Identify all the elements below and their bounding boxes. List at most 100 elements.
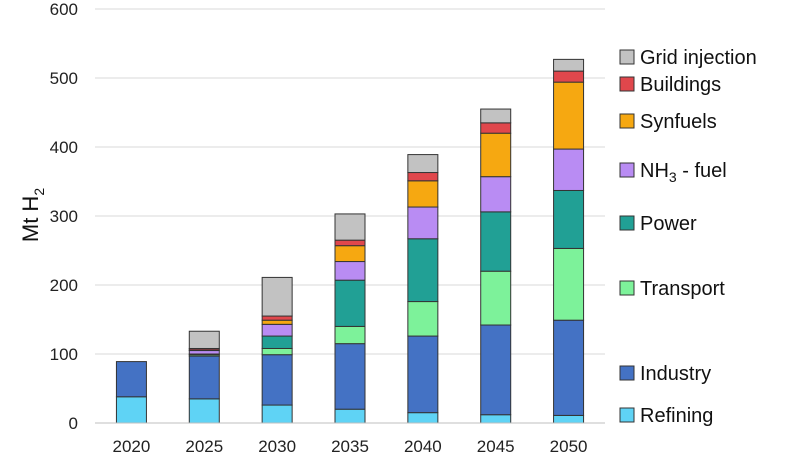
- legend-swatch-buildings: [619, 76, 635, 92]
- legend-label-text: Industry: [640, 363, 711, 385]
- legend-item-transport: Transport: [619, 278, 725, 300]
- bar-buildings-2040: [407, 172, 439, 182]
- legend-swatch-refining: [619, 407, 635, 423]
- x-tick-label: 2040: [404, 437, 442, 456]
- bar-synfuels-2035: [334, 245, 366, 263]
- bar-nh3-2030: [261, 323, 293, 337]
- legend-label-text: Grid injection: [640, 47, 757, 69]
- legend-swatch-transport: [619, 280, 635, 296]
- bar-synfuels-2040: [407, 180, 439, 208]
- bar-grid-2035: [334, 213, 366, 241]
- legend-label-text: Power: [640, 213, 697, 235]
- x-tick-label: 2025: [185, 437, 223, 456]
- bar-power-2035: [334, 279, 366, 327]
- y-axis-title-subscript: 2: [31, 188, 47, 196]
- bar-grid-2040: [407, 154, 439, 174]
- y-tick-label: 400: [50, 138, 78, 157]
- bar-power-2030: [261, 335, 293, 349]
- legend-item-grid: Grid injection: [619, 47, 757, 69]
- bar-transport-2035: [334, 325, 366, 345]
- stacked-bars: [115, 58, 585, 424]
- legend-label-transport: Transport: [640, 278, 725, 300]
- legend-label-industry: Industry: [640, 363, 711, 385]
- bar-refining-2050: [553, 414, 585, 424]
- bar-grid-2050: [553, 58, 585, 72]
- y-axis-title: Mt H2: [18, 188, 47, 242]
- y-tick-label: 500: [50, 69, 78, 88]
- bar-refining-2025: [188, 398, 220, 424]
- y-tick-label: 100: [50, 345, 78, 364]
- y-tick-label: 200: [50, 276, 78, 295]
- y-axis-title-main: Mt H: [18, 196, 43, 242]
- legend-label-buildings: Buildings: [640, 74, 721, 96]
- bar-buildings-2035: [334, 239, 366, 247]
- legend-item-buildings: Buildings: [619, 74, 721, 96]
- legend-item-power: Power: [619, 213, 697, 235]
- x-tick-label: 2030: [258, 437, 296, 456]
- bar-power-2045: [480, 211, 512, 272]
- bar-nh3-2035: [334, 261, 366, 281]
- bar-transport-2030: [261, 347, 293, 356]
- bar-industry-2030: [261, 354, 293, 406]
- legend-label-grid: Grid injection: [640, 47, 757, 69]
- y-tick-label: 600: [50, 0, 78, 19]
- bar-buildings-2050: [553, 70, 585, 83]
- bar-industry-2050: [553, 319, 585, 416]
- bar-transport-2050: [553, 247, 585, 321]
- x-tick-label: 2035: [331, 437, 369, 456]
- bar-transport-2040: [407, 301, 439, 337]
- x-axis-ticks: 2020 2025 2030 2035 2040 2045 2050: [113, 437, 588, 456]
- bar-transport-2045: [480, 270, 512, 326]
- bar-buildings-2045: [480, 122, 512, 134]
- legend-label-subscript: 3: [669, 169, 677, 185]
- x-tick-label: 2045: [477, 437, 515, 456]
- bar-refining-2020: [115, 396, 147, 424]
- x-tick-label: 2020: [113, 437, 151, 456]
- legend-label-nh3: NH3 - fuel: [640, 160, 727, 185]
- legend-swatch-power: [619, 215, 635, 231]
- bar-industry-2045: [480, 324, 512, 416]
- y-axis-ticks: 0 100 200 300 400 500 600: [50, 0, 78, 433]
- bar-nh3-2025: [188, 350, 220, 355]
- bar-nh3-2040: [407, 206, 439, 240]
- legend-label-text: Synfuels: [640, 111, 717, 133]
- bar-grid-2030: [261, 276, 293, 317]
- legend-label-refining: Refining: [640, 405, 713, 427]
- bar-grid-2045: [480, 108, 512, 124]
- bar-power-2040: [407, 238, 439, 303]
- legend-label-power: Power: [640, 213, 697, 235]
- legend-label-text: NH: [640, 160, 669, 182]
- legend-label-text: Transport: [640, 278, 725, 300]
- bar-industry-2025: [188, 355, 220, 400]
- legend-swatch-synfuels: [619, 113, 635, 129]
- legend-item-nh3: NH3 - fuel: [619, 160, 727, 185]
- legend-swatch-nh3: [619, 162, 635, 178]
- bar-synfuels-2050: [553, 81, 585, 150]
- legend-label-suffix: - fuel: [677, 160, 727, 182]
- bar-industry-2020: [115, 361, 147, 398]
- bar-refining-2035: [334, 408, 366, 424]
- bar-industry-2035: [334, 343, 366, 410]
- bar-synfuels-2030: [261, 319, 293, 325]
- bar-grid-2025: [188, 330, 220, 349]
- bar-nh3-2045: [480, 176, 512, 213]
- legend-label-text: Buildings: [640, 74, 721, 96]
- bar-nh3-2050: [553, 148, 585, 191]
- legend-item-synfuels: Synfuels: [619, 111, 717, 133]
- legend-item-industry: Industry: [619, 363, 711, 385]
- bar-synfuels-2045: [480, 132, 512, 178]
- bar-power-2050: [553, 189, 585, 249]
- legend-swatch-grid: [619, 49, 635, 65]
- legend-item-refining: Refining: [619, 405, 713, 427]
- bar-refining-2045: [480, 414, 512, 424]
- bar-industry-2040: [407, 335, 439, 414]
- legend-label-text: Refining: [640, 405, 713, 427]
- bar-refining-2040: [407, 412, 439, 424]
- y-tick-label: 300: [50, 207, 78, 226]
- legend-label-synfuels: Synfuels: [640, 111, 717, 133]
- y-tick-label: 0: [69, 414, 78, 433]
- bar-buildings-2030: [261, 315, 293, 321]
- legend: Grid injection Buildings Synfuels NH3 - fue…: [619, 47, 757, 427]
- legend-swatch-industry: [619, 365, 635, 381]
